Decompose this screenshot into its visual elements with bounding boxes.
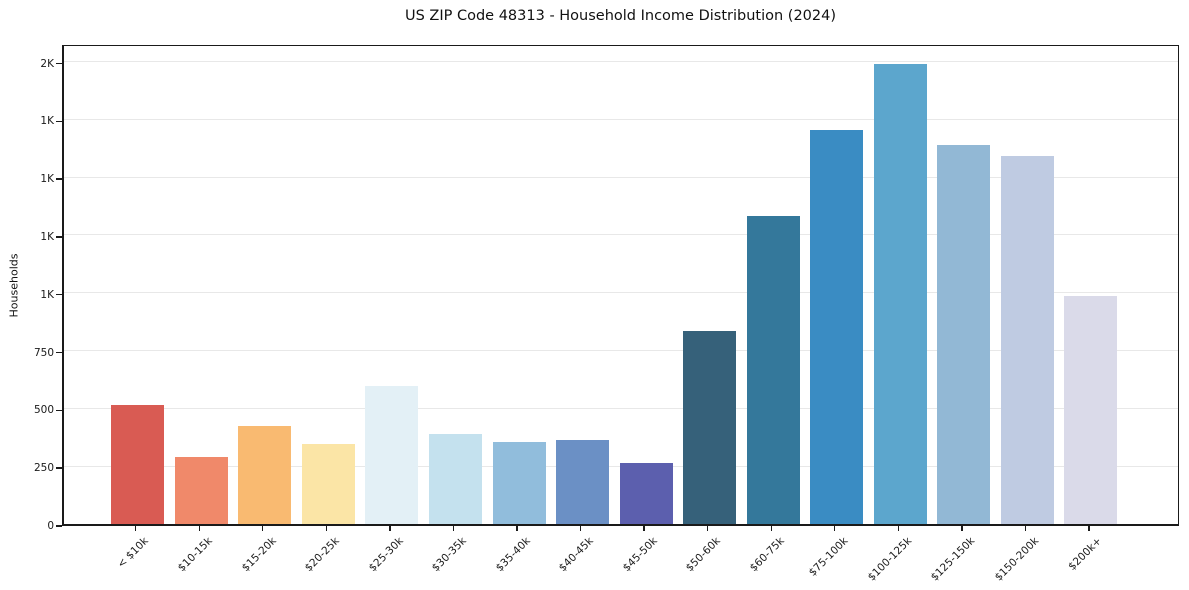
- gridline: [64, 176, 1178, 178]
- gridline: [64, 407, 1178, 409]
- bar: [683, 330, 737, 524]
- bar: [746, 216, 800, 524]
- bar: [428, 433, 482, 524]
- x-tick-mark: [325, 526, 328, 531]
- gridline: [64, 350, 1178, 352]
- bar: [111, 404, 165, 524]
- y-tick-label: 1K: [40, 230, 54, 243]
- x-tick-label-text: $25-30k: [366, 535, 406, 575]
- y-tick-label: 500: [33, 404, 54, 417]
- x-tick-mark: [452, 526, 455, 531]
- x-tick-mark: [198, 526, 200, 531]
- y-tick-mark: [56, 525, 62, 527]
- x-tick-mark: [897, 526, 899, 531]
- bar: [619, 462, 673, 524]
- bar: [1064, 296, 1118, 524]
- x-tick-label-text: $200k+: [1066, 535, 1105, 573]
- y-tick-mark: [56, 294, 62, 296]
- x-tick-mark: [516, 526, 518, 531]
- x-tick-label-text: $150-200k: [992, 535, 1041, 584]
- y-tick-mark: [56, 178, 62, 180]
- bar: [556, 439, 610, 524]
- x-tick-label-text: $15-20k: [239, 535, 279, 575]
- bar: [810, 129, 864, 524]
- x-tick-mark: [1088, 526, 1090, 531]
- x-tick-label-text: $10-15k: [175, 535, 215, 575]
- x-tick-label-text: $30-35k: [429, 535, 469, 575]
- x-tick-mark: [389, 526, 391, 531]
- x-tick-mark: [834, 526, 836, 531]
- y-tick-mark: [56, 409, 62, 412]
- x-tick-mark: [579, 526, 582, 531]
- bar: [937, 144, 991, 524]
- x-tick-label-text: $100-125k: [865, 535, 914, 584]
- x-tick-mark: [643, 526, 645, 531]
- y-tick-mark: [56, 467, 62, 469]
- gridline: [64, 234, 1178, 236]
- x-tick-mark: [961, 526, 963, 531]
- x-tick-mark: [706, 526, 709, 531]
- plot-area: [62, 45, 1179, 526]
- x-tick-label-text: $60-75k: [747, 535, 787, 575]
- bar: [238, 425, 292, 524]
- chart-title: US ZIP Code 48313 - Household Income Dis…: [404, 8, 837, 24]
- bar: [492, 441, 546, 524]
- gridline: [64, 118, 1178, 120]
- y-tick-label: 1K: [40, 173, 54, 186]
- y-tick-label: 1K: [40, 288, 54, 301]
- x-tick-label-text: $20-25k: [302, 535, 342, 575]
- bar: [365, 386, 419, 524]
- x-tick-label-text: $125-150k: [928, 535, 978, 584]
- x-tick-label-text: < $10k: [115, 535, 152, 571]
- x-tick-mark: [1024, 526, 1027, 531]
- x-tick-label-text: $75-100k: [806, 535, 851, 579]
- bar: [301, 444, 355, 524]
- y-tick-mark: [56, 62, 62, 65]
- y-tick-mark: [56, 236, 62, 238]
- y-tick-label: 750: [33, 346, 54, 359]
- x-tick-mark: [262, 526, 264, 531]
- y-tick-mark: [56, 351, 62, 354]
- x-tick-label-text: $50-60k: [684, 535, 724, 575]
- y-tick-label: 2K: [40, 57, 54, 70]
- y-tick-label: 0: [47, 520, 54, 532]
- gridline: [64, 61, 1178, 62]
- x-tick-label-text: $40-45k: [556, 535, 597, 575]
- y-axis-label: Households: [7, 253, 21, 318]
- y-tick-label: 1K: [40, 115, 54, 128]
- x-tick-mark: [135, 526, 137, 531]
- x-tick-label-text: $35-40k: [493, 535, 533, 575]
- x-tick-label-text: $45-50k: [620, 535, 660, 575]
- bar: [873, 63, 927, 524]
- x-tick-mark: [770, 526, 772, 531]
- y-tick-mark: [56, 120, 62, 122]
- gridline: [64, 292, 1178, 294]
- bar: [174, 456, 228, 524]
- y-tick-label: 250: [33, 462, 54, 475]
- bar: [1000, 156, 1054, 524]
